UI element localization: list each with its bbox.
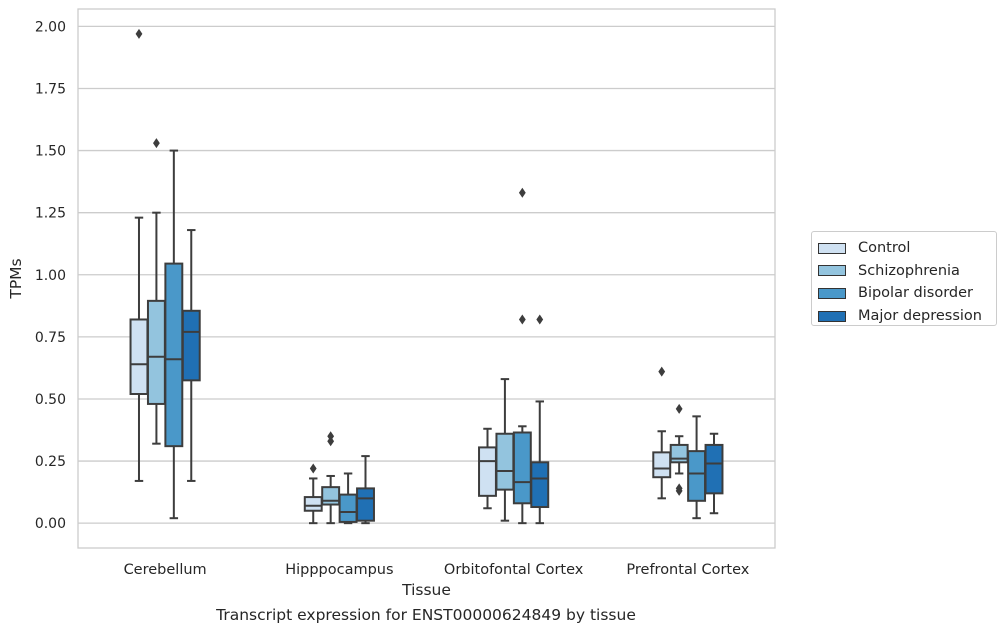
y-tick-label: 0.25 [35, 454, 66, 470]
y-axis-ticks: 0.00 0.25 0.50 0.75 1.00 1.25 1.50 1.75 2.00 [35, 19, 66, 532]
x-tick-label: Orbitofontal Cortex [444, 562, 584, 578]
box-schizophrenia [495, 378, 515, 522]
legend-item: Control [818, 237, 990, 260]
x-tick-label: Prefrontal Cortex [626, 562, 749, 578]
box-body [652, 451, 672, 479]
outlier-point [153, 138, 160, 149]
box-control [303, 463, 323, 525]
outlier-point [675, 483, 683, 494]
y-tick-label: 0.00 [35, 516, 66, 532]
x-tick-label: Cerebellum [124, 562, 207, 578]
box-schizophrenia [669, 403, 689, 496]
box-major-depression [181, 229, 201, 482]
outlier-point [327, 431, 335, 442]
box-body [704, 443, 724, 495]
y-tick-label: 0.75 [35, 330, 66, 346]
box-major-depression [704, 432, 724, 515]
legend-label: Control [858, 240, 911, 257]
box-body [356, 487, 375, 522]
legend-swatch [818, 287, 846, 299]
box-body [669, 443, 689, 464]
y-axis-label: TPMs [7, 258, 25, 299]
box-bipolar-disorder [164, 149, 184, 520]
outlier-point [309, 463, 317, 474]
box-major-depression [530, 314, 550, 525]
box-control [478, 427, 497, 510]
chart-caption: Transcript expression for ENST0000062484… [216, 606, 636, 624]
legend-swatch [818, 310, 846, 322]
legend-label: Schizophrenia [858, 262, 960, 279]
box-bipolar-disorder [512, 187, 532, 525]
legend-swatch [818, 265, 846, 277]
box-schizophrenia [146, 138, 166, 445]
boxes [129, 28, 724, 525]
legend-swatch [818, 242, 846, 254]
y-tick-label: 1.25 [35, 206, 66, 222]
x-axis-label: Tissue [401, 581, 451, 599]
box-body [146, 299, 166, 405]
legend-label: Bipolar disorder [858, 285, 973, 302]
legend-item: Schizophrenia [818, 260, 990, 283]
box-bipolar-disorder [338, 472, 358, 525]
legend-label: Major depression [858, 308, 982, 325]
y-tick-label: 0.50 [35, 392, 66, 408]
box-body [512, 431, 532, 505]
x-tick-label: Hipppocampus [285, 562, 393, 578]
box-control [652, 366, 672, 500]
box-schizophrenia [321, 431, 341, 525]
outlier-point [518, 187, 526, 198]
y-tick-label: 1.50 [35, 144, 66, 160]
outlier-point [675, 403, 683, 414]
box-control [129, 28, 149, 482]
y-tick-label: 2.00 [35, 19, 66, 35]
box-body [129, 318, 149, 395]
box-body [530, 461, 550, 509]
box-body [495, 432, 515, 491]
box-body [164, 262, 184, 448]
box-major-depression [356, 455, 375, 525]
legend: Control Schizophrenia Bipolar disorder Majo… [811, 231, 997, 326]
plot-area-frame [77, 8, 776, 549]
outlier-point [536, 314, 544, 325]
box-body [303, 496, 323, 512]
x-axis-ticks: Cerebellum Hipppocampus Orbitofontal Corte… [124, 562, 750, 578]
box-body [338, 493, 358, 523]
y-tick-label: 1.00 [35, 268, 66, 284]
outlier-point [518, 314, 526, 325]
y-tick-label: 1.75 [35, 81, 66, 97]
box-body [321, 486, 341, 506]
legend-item: Major depression [818, 305, 990, 328]
box-body [687, 450, 707, 502]
legend-item: Bipolar disorder [818, 282, 990, 305]
box-body [181, 309, 201, 382]
box-body [478, 446, 497, 497]
outlier-point [658, 366, 666, 377]
box-bipolar-disorder [687, 415, 707, 520]
outlier-point [135, 28, 143, 39]
